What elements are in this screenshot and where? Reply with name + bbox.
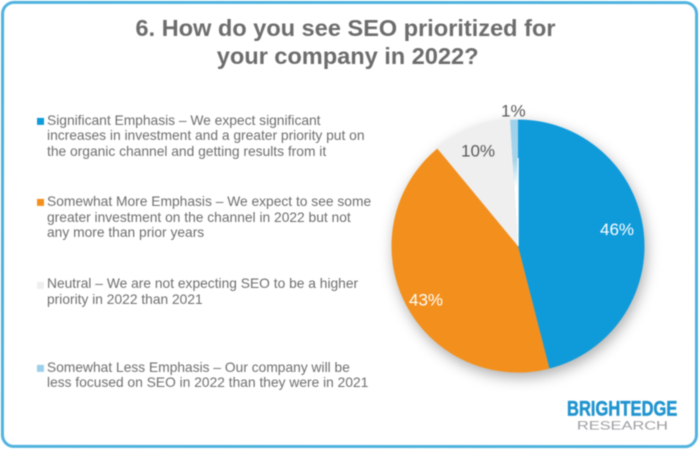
svg-text:43%: 43% xyxy=(409,291,443,310)
svg-text:46%: 46% xyxy=(600,220,634,239)
svg-text:BRIGHTEDGE: BRIGHTEDGE xyxy=(567,397,678,421)
svg-text:10%: 10% xyxy=(461,142,495,161)
svg-text:1%: 1% xyxy=(501,102,526,121)
svg-text:RESEARCH: RESEARCH xyxy=(577,420,668,432)
